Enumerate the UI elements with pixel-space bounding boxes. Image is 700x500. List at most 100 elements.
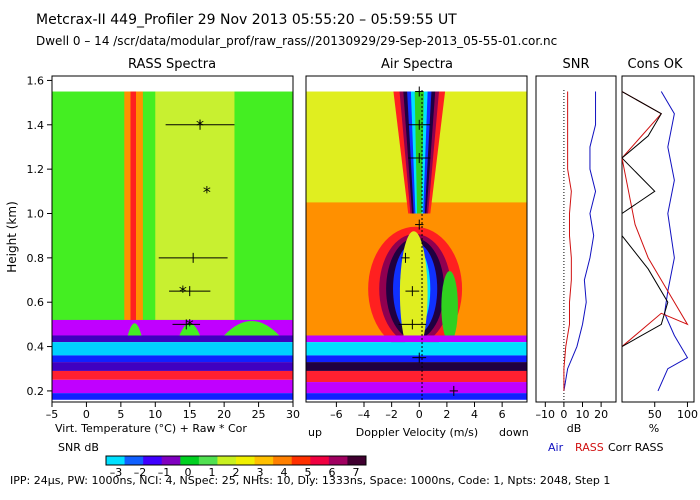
rass-low-band: [52, 379, 293, 394]
colorbar-swatch: [291, 456, 311, 465]
air-x-tick-label: 4: [471, 408, 478, 421]
header-dwell: Dwell 0 – 14 /scr/data/modular_prof/raw_…: [36, 34, 557, 48]
air-x-tick-label: 0: [416, 408, 423, 421]
colorbar-swatch: [310, 456, 330, 465]
rass-cor-point: *: [196, 116, 204, 135]
rass-x-tick-label: 20: [217, 408, 231, 421]
rass-markers: * * * *: [158, 116, 235, 334]
snr-x-tick-label: –10: [536, 408, 556, 421]
rass-x-axis: –5 0 5 10 15 20 25 30: [46, 402, 300, 421]
colorbar-swatch: [217, 456, 237, 465]
colorbar-swatch: [347, 456, 367, 465]
air-low-band: [306, 393, 527, 400]
air-x-tick-label: 6: [499, 408, 506, 421]
snr-x-tick-label: 10: [576, 408, 590, 421]
rass-y-tick-label: 1.2: [27, 163, 45, 176]
air-markers: [398, 86, 458, 402]
colorbar-swatch: [236, 456, 256, 465]
rass-low-band: [52, 342, 293, 356]
snr-panel-title: SNR: [562, 57, 589, 72]
air-low-band: [306, 355, 527, 363]
rass-y-tick-label: 1.6: [27, 74, 45, 87]
snr-frame: [535, 75, 617, 403]
air-x-label-down: down: [499, 426, 529, 439]
rass-bump: [127, 323, 142, 336]
air-x-tick-label: –6: [330, 408, 343, 421]
air-spectra-panel: –6 –4 –2 0 2 4 6: [305, 75, 528, 421]
cons-panel-title: Cons OK: [628, 57, 683, 72]
rass-x-tick-label: 25: [252, 408, 266, 421]
series-legend: Air RASS Corr RASS: [548, 441, 663, 454]
legend-air: Air: [548, 441, 564, 454]
cons-x-axis: 50 100: [648, 402, 698, 421]
snr-x-axis: –10 0 10 20: [536, 402, 608, 421]
header-title: Metcrax-II 449_Profiler 29 Nov 2013 05:5…: [36, 12, 457, 28]
colorbar-swatch: [124, 456, 144, 465]
rass-low-band: [52, 393, 293, 400]
rass-spectra-panel: * * * * –5 0 5 10 15 20 25 30 0.2 0.4 0.6 0.8 1.0 1.2 1.…: [27, 74, 301, 421]
colorbar-tick-label: 1: [209, 466, 216, 479]
rass-stripe-red: [130, 91, 137, 325]
cons-line-rass: [621, 91, 689, 347]
snr-panel: –10 0 10 20: [535, 75, 617, 421]
rass-heatmap: [52, 91, 293, 400]
colorbar-swatch: [143, 456, 163, 465]
snr-legend-label: SNR dB: [58, 441, 99, 454]
rass-x-tick-label: 10: [148, 408, 162, 421]
rass-low-band: [52, 362, 293, 371]
rass-y-tick-label: 0.2: [27, 385, 45, 398]
rass-low-band: [52, 335, 293, 343]
colorbar-tick-label: –3: [110, 466, 123, 479]
rass-bump: [179, 323, 201, 336]
cons-line-air: [657, 91, 689, 392]
colorbar-frame: [105, 455, 367, 466]
rass-cor-point: *: [186, 315, 194, 334]
rass-frame: [51, 75, 294, 403]
legend-corr-rass: Corr RASS: [608, 441, 663, 454]
snr-x-axis-label: dB: [567, 422, 582, 435]
air-low-band: [306, 335, 527, 343]
colorbar-tick-label: –2: [134, 466, 147, 479]
rass-y-axis: 0.2 0.4 0.6 0.8 1.0 1.2 1.4 1.6: [27, 74, 52, 398]
air-panel-title: Air Spectra: [381, 57, 453, 72]
air-low-band: [306, 370, 527, 383]
air-low-band: [306, 342, 527, 356]
colorbar-tick-label: 5: [305, 466, 312, 479]
snr-line-air: [563, 91, 597, 391]
rass-y-tick-label: 0.8: [27, 252, 45, 265]
rass-cor-point: *: [203, 182, 211, 201]
rass-y-tick-label: 0.4: [27, 341, 45, 354]
cons-x-tick-label: 50: [648, 408, 662, 421]
snr-colorbar-ticks: –3 –2 –1 0 1 2 3 4 5 6 7: [110, 466, 360, 479]
colorbar-tick-label: 7: [353, 466, 360, 479]
legend-rass: RASS: [575, 441, 604, 454]
rass-y-tick-label: 0.6: [27, 296, 45, 309]
snr-series: [563, 90, 597, 402]
air-low-band: [306, 382, 527, 394]
rass-x-tick-label: 30: [286, 408, 300, 421]
colorbar-swatch: [161, 456, 181, 465]
cons-frame: [621, 75, 695, 403]
colorbar-tick-label: 0: [185, 466, 192, 479]
colorbar-swatch: [198, 456, 218, 465]
colorbar-swatch: [106, 456, 126, 465]
snr-line-rass: [563, 91, 572, 391]
snr-x-tick-label: 0: [560, 408, 567, 421]
air-x-tick-label: –4: [358, 408, 371, 421]
cons-x-tick-label: 100: [677, 408, 698, 421]
air-x-label-up: up: [308, 426, 322, 439]
cons-ok-panel: 50 100: [621, 75, 698, 421]
air-x-axis-label: Doppler Velocity (m/s): [356, 426, 478, 439]
colorbar-swatch: [273, 456, 293, 465]
snr-colorbar: [105, 455, 367, 466]
y-axis-label: Height (km): [5, 201, 19, 272]
rass-x-tick-label: 0: [83, 408, 90, 421]
colorbar-tick-label: –1: [158, 466, 171, 479]
rass-cor-point: *: [179, 282, 187, 301]
snr-color-legend: SNR dB –3 –2 –1 0 1 2 3 4 5 6 7: [58, 441, 367, 479]
air-heatmap: [306, 91, 527, 400]
rass-y-tick-label: 1.4: [27, 119, 45, 132]
rass-y-tick-label: 1.0: [27, 207, 45, 220]
rass-bump: [224, 321, 280, 336]
